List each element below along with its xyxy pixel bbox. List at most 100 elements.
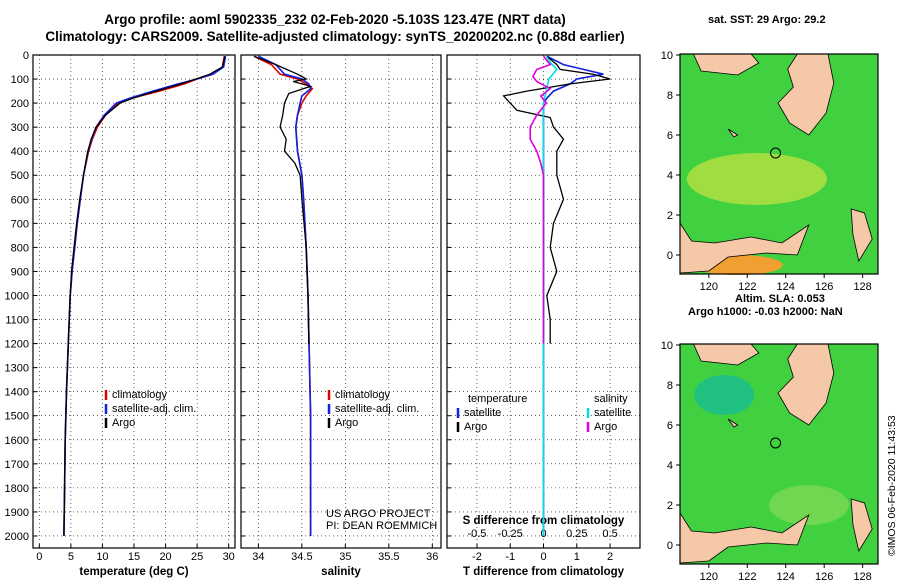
pi-credit: PI: DEAN ROEMMICH <box>326 520 438 532</box>
depth-tick-label: 200 <box>11 98 29 110</box>
x-tick-label: -1 <box>505 551 515 563</box>
depth-tick-label: 1900 <box>5 507 29 519</box>
x-tick-label: 5 <box>68 551 74 563</box>
secondary-x-tick-label: -0.5 <box>467 528 486 540</box>
depth-tick-label: 1400 <box>5 387 29 399</box>
legend-label: climatology <box>335 389 391 401</box>
map-lon-label: 122 <box>738 281 756 293</box>
depth-tick-label: 500 <box>11 170 29 182</box>
imos-timestamp: ©IMOS 06-Feb-2020 11:43:53 <box>886 415 898 556</box>
map-frame <box>679 343 879 565</box>
depth-tick-label: 300 <box>11 122 29 134</box>
map-ocean <box>680 344 878 564</box>
secondary-x-tick-label: 0.25 <box>566 528 587 540</box>
panel-frame <box>240 54 442 549</box>
depth-tick-label: 0 <box>23 50 29 62</box>
map-lat-label: 6 <box>667 130 673 142</box>
argo-float-marker <box>770 147 782 159</box>
map-lon-label: 124 <box>777 281 795 293</box>
x-tick-label: 36 <box>426 551 438 563</box>
x-axis-label: salinity <box>321 566 361 578</box>
map-land <box>727 418 739 428</box>
legend-label: satellite <box>594 407 631 419</box>
sst-map-title: sat. SST: 29 Argo: 29.2 <box>708 14 826 26</box>
depth-tick-label: 1600 <box>5 435 29 447</box>
depth-tick-label: 900 <box>11 266 29 278</box>
depth-tick-label: 1800 <box>5 483 29 495</box>
map-warm-patch <box>686 153 827 205</box>
map-low-patch <box>768 485 849 525</box>
map-lat-label: 2 <box>667 210 673 222</box>
map-lon-label: 128 <box>853 281 871 293</box>
legend-label: satellite-adj. clim. <box>112 403 196 415</box>
map-lat-label: 0 <box>667 250 673 262</box>
map-lon-label: 122 <box>738 571 756 580</box>
project-credit: US ARGO PROJECT <box>326 508 431 520</box>
depth-tick-label: 1500 <box>5 411 29 423</box>
x-tick-label: 34.5 <box>291 551 312 563</box>
depth-tick-label: 800 <box>11 242 29 254</box>
x-tick-label: 25 <box>191 551 203 563</box>
x-axis-label: T difference from climatology <box>463 566 625 578</box>
map-lat-label: 10 <box>661 340 673 352</box>
x-tick-label: 1 <box>574 551 580 563</box>
x-tick-label: 30 <box>223 551 235 563</box>
x-tick-label: 15 <box>128 551 140 563</box>
depth-tick-label: 400 <box>11 146 29 158</box>
legend-label: satellite <box>464 407 501 419</box>
depth-tick-label: 100 <box>11 74 29 86</box>
x-tick-label: 34 <box>252 551 264 563</box>
x-axis-label: temperature (deg C) <box>79 566 188 578</box>
height-map-title: Argo h1000: -0.03 h2000: NaN <box>688 306 843 318</box>
depth-tick-label: 1700 <box>5 459 29 471</box>
map-lat-label: 8 <box>667 380 673 392</box>
map-lat-label: 6 <box>667 420 673 432</box>
temperature-series-line <box>63 56 226 537</box>
legend-label: Argo <box>464 421 487 433</box>
map-land <box>679 221 810 274</box>
map-high-patch <box>694 375 755 415</box>
panel-frame <box>32 54 236 549</box>
map-land <box>850 498 873 553</box>
map-lon-label: 124 <box>777 571 795 580</box>
difference-series-line <box>529 55 552 344</box>
x-tick-label: 0 <box>36 551 42 563</box>
difference-series-line <box>502 55 611 344</box>
x-tick-label: 10 <box>96 551 108 563</box>
map-land <box>777 343 835 426</box>
map-lon-label: 126 <box>815 571 833 580</box>
map-lon-label: 120 <box>700 281 718 293</box>
depth-tick-label: 700 <box>11 218 29 230</box>
map-lat-label: 4 <box>667 460 673 472</box>
map-lat-label: 4 <box>667 170 673 182</box>
x-tick-label: 35 <box>339 551 351 563</box>
secondary-x-tick-label: 0.5 <box>602 528 617 540</box>
x-tick-label: 2 <box>607 551 613 563</box>
map-land <box>777 53 835 136</box>
legend-label: Argo <box>112 417 135 429</box>
legend-label: climatology <box>112 389 168 401</box>
x-tick-label: 35.5 <box>378 551 399 563</box>
depth-tick-label: 1200 <box>5 339 29 351</box>
argo-float-marker <box>770 437 782 449</box>
map-lat-label: 2 <box>667 500 673 512</box>
depth-tick-label: 1300 <box>5 363 29 375</box>
legend-label: satellite-adj. clim. <box>335 403 419 415</box>
map-lon-label: 128 <box>853 571 871 580</box>
profile-title: Argo profile: aoml 5902335_232 02-Feb-20… <box>104 12 566 27</box>
sla-map-title: Altim. SLA: 0.053 <box>735 293 825 305</box>
legend-title-temperature: temperature <box>468 393 527 405</box>
map-lat-label: 8 <box>667 90 673 102</box>
x-tick-label: 20 <box>159 551 171 563</box>
legend-title-salinity: salinity <box>594 393 628 405</box>
map-land <box>727 128 739 138</box>
climatology-title: Climatology: CARS2009. Satellite-adjuste… <box>45 29 625 44</box>
depth-tick-label: 1000 <box>5 290 29 302</box>
map-land <box>679 511 810 564</box>
map-lon-label: 126 <box>815 281 833 293</box>
map-lon-label: 120 <box>700 571 718 580</box>
salinity-series-line <box>253 55 313 344</box>
legend-label: Argo <box>335 417 358 429</box>
x-tick-label: 0 <box>540 551 546 563</box>
